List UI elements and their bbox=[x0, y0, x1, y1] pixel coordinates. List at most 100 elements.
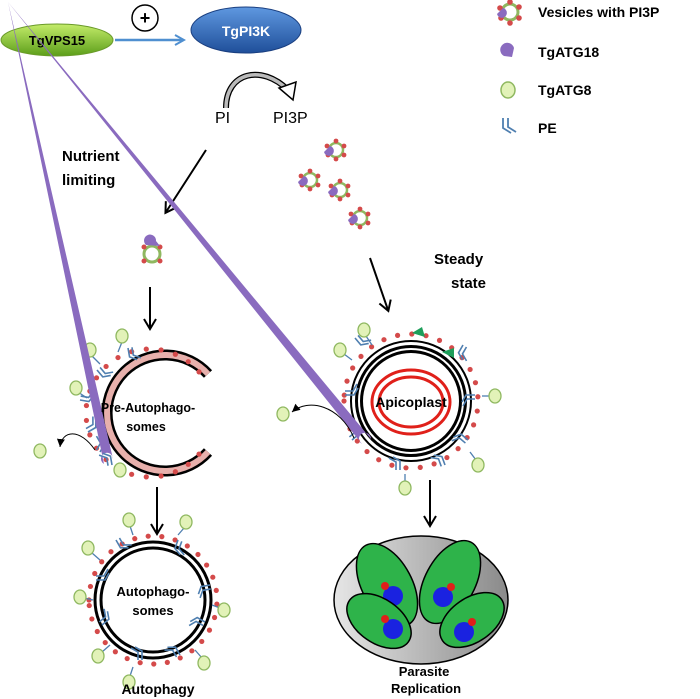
pi3p-lipid bbox=[344, 378, 350, 384]
pi3p-lipid bbox=[368, 344, 375, 350]
atg8-protein bbox=[197, 655, 211, 671]
pi3p-lipid bbox=[196, 451, 202, 457]
vps15-node: TgVPS15 bbox=[0, 23, 114, 57]
pi3p-lipid bbox=[143, 346, 149, 352]
steady-arrow bbox=[369, 257, 392, 313]
atg8-protein bbox=[73, 589, 87, 605]
atg8-pe-link bbox=[129, 525, 134, 536]
pi3p-lipid bbox=[103, 363, 109, 370]
daughter-parasite bbox=[439, 591, 505, 649]
pi3p-lipid bbox=[137, 660, 143, 666]
atg8-pe-link bbox=[101, 644, 111, 653]
pi3p-lipid bbox=[341, 398, 347, 404]
pi3p-lipid bbox=[172, 537, 178, 543]
daughter-parasite bbox=[346, 592, 412, 650]
atg8-pe-link bbox=[91, 552, 101, 561]
pe-lipid bbox=[96, 568, 110, 581]
pi3p-lipid bbox=[381, 337, 387, 343]
atg8-protein bbox=[333, 342, 347, 358]
apicoplast-label: Apicoplast bbox=[375, 394, 447, 410]
atg8-protein bbox=[91, 648, 105, 664]
atg8-protein bbox=[33, 443, 47, 459]
pi3p-lipid bbox=[199, 638, 205, 645]
pi3p-lipid bbox=[145, 533, 151, 539]
pi3p-vesicle bbox=[324, 138, 347, 162]
legend-pe-label: PE bbox=[538, 120, 557, 136]
pi3p-lipid bbox=[124, 655, 130, 662]
autophagosome-label-line1: Autophago- bbox=[117, 584, 190, 599]
atg8-protein bbox=[69, 380, 83, 396]
atg8-protein bbox=[113, 462, 127, 478]
atg8-protein bbox=[488, 388, 502, 404]
pi3p-vesicles bbox=[298, 138, 371, 230]
steady-label-line2: state bbox=[451, 275, 486, 292]
pe-lipid bbox=[188, 616, 206, 627]
pre-autophagosome bbox=[8, 2, 213, 480]
pi3p-lipid bbox=[431, 461, 437, 467]
pi3p-lipid bbox=[472, 380, 479, 386]
autophagosome bbox=[73, 512, 231, 690]
pre-release-arrow bbox=[56, 433, 96, 451]
pi3p-lipid bbox=[436, 337, 443, 343]
pi3k-node: TgPI3K bbox=[190, 6, 302, 54]
pi3p-lipid bbox=[455, 446, 461, 452]
autophagosome-label-line2: somes bbox=[132, 603, 173, 618]
pi3p-lipid bbox=[87, 432, 93, 438]
pi3p-lipid bbox=[358, 353, 364, 360]
vesicle-pi3p-icon bbox=[497, 0, 522, 26]
pi3p-lipid bbox=[403, 465, 409, 471]
pi3p-lipid bbox=[172, 469, 178, 475]
apicoplast-organelle bbox=[447, 583, 455, 591]
legend-vesicle-label: Vesicles with PI3P bbox=[538, 4, 659, 20]
atg8-protein bbox=[81, 540, 95, 556]
pe-lipid bbox=[430, 454, 446, 467]
pi3p-lipid bbox=[471, 422, 477, 428]
pi3p-lipid bbox=[108, 549, 114, 555]
atg8-protein bbox=[122, 512, 136, 528]
preautophagosome-label-line2: somes bbox=[126, 420, 166, 434]
pi3p-lipid bbox=[115, 354, 121, 361]
legend-atg8-label: TgATG8 bbox=[538, 82, 592, 98]
pe-lipid bbox=[98, 452, 113, 466]
atg18-protein bbox=[8, 2, 114, 464]
pe-lipid bbox=[130, 646, 143, 660]
atg8-pe-link bbox=[365, 335, 373, 346]
api-release-arrow bbox=[291, 403, 355, 439]
apicoplast bbox=[8, 2, 502, 496]
pi3p-lipid bbox=[211, 614, 218, 621]
pe-lipid bbox=[345, 383, 359, 396]
pi3p-lipid bbox=[467, 366, 473, 373]
pi3p-lipid bbox=[164, 659, 170, 665]
pe-lipid bbox=[164, 646, 181, 658]
atg8-protein bbox=[115, 328, 129, 344]
plus-badge: + bbox=[131, 4, 159, 32]
pe-lipid bbox=[127, 347, 142, 361]
pi3p-lipid bbox=[417, 464, 423, 470]
atg8-protein bbox=[357, 322, 371, 338]
apicoplast-organelle bbox=[381, 615, 389, 623]
legend: Vesicles with PI3P TgATG18 TgATG8 PE bbox=[497, 0, 659, 136]
pi3p-lipid bbox=[354, 438, 360, 444]
pi3p-lipid bbox=[210, 574, 216, 580]
atg8-pe-link bbox=[177, 527, 185, 536]
replication-label-line2: Replication bbox=[391, 681, 461, 696]
pi3p-lipid bbox=[389, 462, 395, 468]
nucleus bbox=[454, 622, 474, 642]
pi3p-lipid bbox=[204, 562, 210, 568]
atg8-protein bbox=[276, 406, 290, 422]
pi3p-lipid bbox=[185, 461, 191, 467]
nutrient-label-line1: Nutrient bbox=[62, 148, 120, 165]
product-pi3p: PI3P bbox=[273, 110, 308, 127]
preautophagosome-label-line1: Pre-Autophago- bbox=[101, 401, 195, 415]
pi3p-lipid bbox=[132, 536, 138, 542]
pi3p-vesicle bbox=[328, 178, 351, 202]
pi3p-vesicle bbox=[348, 206, 371, 230]
pi3p-lipid bbox=[394, 332, 401, 338]
pe-lipid bbox=[461, 394, 475, 407]
pe-lipid bbox=[388, 456, 401, 470]
nutrient-vesicle bbox=[141, 234, 163, 264]
pi3p-lipid bbox=[158, 473, 164, 479]
apicoplast-organelle bbox=[381, 582, 389, 590]
pi3p-lipid bbox=[151, 661, 157, 667]
pe-lipid bbox=[451, 433, 469, 444]
